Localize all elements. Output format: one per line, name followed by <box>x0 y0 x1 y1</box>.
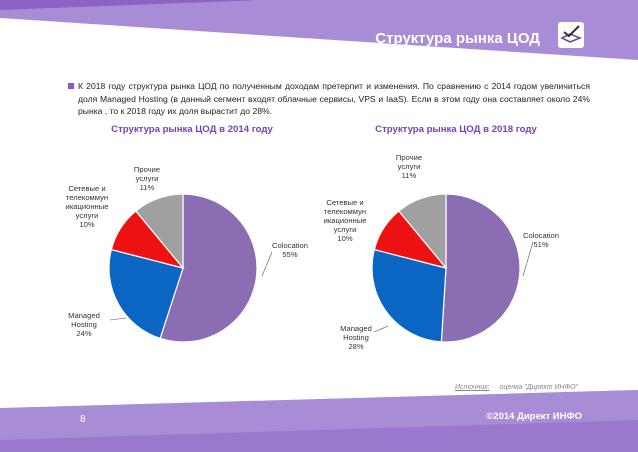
copyright: ©2014 Директ ИНФО <box>486 411 582 422</box>
source-note: Источник: оценка "Директ ИНФО" <box>455 384 578 391</box>
pie-slice-0-3 <box>134 193 184 270</box>
pie-label-0-2: Сетевые и телекоммун икационные услуги 10% <box>66 184 109 229</box>
pie-label-1-2: Сетевые и телекоммун икационные услуги 10% <box>324 198 367 243</box>
bullet-square-icon <box>68 83 74 89</box>
bullet-text: К 2018 году структура рынка ЦОД по получ… <box>78 81 590 116</box>
pie-leader-1-1 <box>373 325 389 333</box>
pie-label-1-0: Colocation 51% <box>523 231 559 249</box>
source-text: оценка "Директ ИНФО" <box>499 384 579 391</box>
pie-label-1-1: Managed Hosting 28% <box>340 324 372 351</box>
pie-leader-1-0 <box>522 241 534 277</box>
page-number: 8 <box>80 414 86 425</box>
pie-slice-1-1 <box>371 248 447 343</box>
pie-slice-0-1 <box>108 248 184 340</box>
pie-label-0-1: Managed Hosting 24% <box>68 311 100 338</box>
tick-book-logo-icon <box>558 22 584 48</box>
footer-band-shade <box>0 420 638 452</box>
bullet-paragraph: К 2018 году структура рынка ЦОД по получ… <box>68 80 590 118</box>
chart-title-2014: Структура рынка ЦОД в 2014 году <box>111 124 273 135</box>
pie-slice-1-0 <box>440 193 521 343</box>
pie-leader-0-0 <box>261 251 273 277</box>
source-label: Источник: <box>455 384 490 391</box>
pie-leader-0-1 <box>109 317 127 321</box>
pie-slice-1-3 <box>397 193 447 270</box>
pie-slice-0-0 <box>159 193 258 343</box>
header-band-accent <box>0 0 260 10</box>
pie-label-1-3: Прочие услуги 11% <box>396 153 422 180</box>
header-band <box>0 0 638 60</box>
pie-label-0-3: Прочие услуги 11% <box>134 165 160 192</box>
page-title: Структура рынка ЦОД <box>375 30 540 47</box>
pie-label-0-0: Colocation 55% <box>272 241 308 259</box>
chart-title-2018: Структура рынка ЦОД в 2018 году <box>375 124 537 135</box>
